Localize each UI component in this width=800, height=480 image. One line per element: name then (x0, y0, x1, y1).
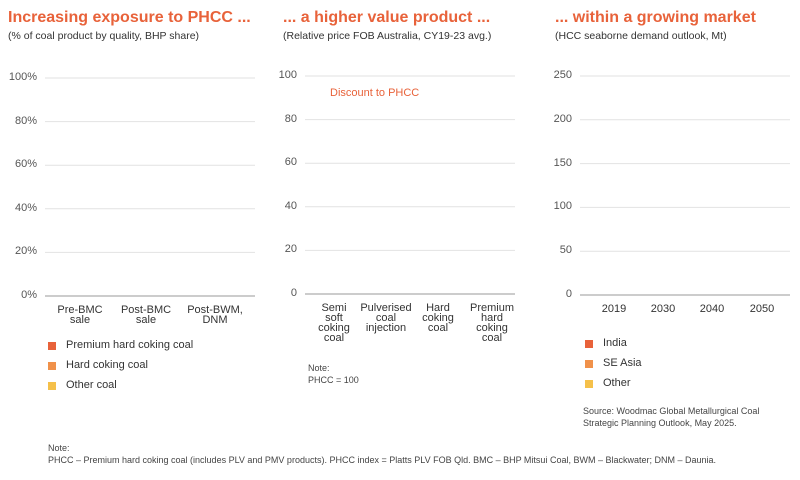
note: PHCC = 100 (308, 375, 359, 385)
chart-subtitle: (% of coal product by quality, BHP share… (8, 30, 200, 42)
y-tick-label: 100 (553, 200, 572, 213)
y-tick-label: 150 (553, 156, 572, 169)
chart-subtitle: (HCC seaborne demand outlook, Mt) (555, 30, 727, 42)
chart-title: ... a higher value product ... (283, 9, 491, 26)
x-tick-label: 2019 (601, 303, 627, 315)
legend-swatch (585, 360, 593, 368)
x-tick-label: Semi soft coking coal (318, 302, 350, 344)
x-tick-label: Post-BMC sale (120, 304, 172, 326)
y-tick-label: 200 (553, 112, 572, 125)
legend-label: Other (603, 377, 631, 389)
chart-title: Increasing exposure to PHCC ... (8, 9, 251, 26)
y-tick-label: 100% (8, 71, 37, 83)
note: Note: (308, 363, 330, 373)
legend-label: Hard coking coal (66, 359, 148, 371)
legend-swatch (585, 340, 593, 348)
chart-title: ... within a growing market (555, 9, 756, 26)
y-tick-label: 0% (21, 289, 37, 301)
x-tick-label: Pre-BMC sale (57, 304, 103, 326)
annotation: Discount to PHCC (330, 87, 420, 99)
source: Source: Woodmac Global Metallurgical Coa… (583, 406, 760, 428)
y-tick-label: 0 (565, 288, 572, 300)
y-tick-label: 250 (553, 69, 572, 81)
x-tick-label: 2030 (650, 303, 676, 315)
y-tick-label: 20 (284, 243, 297, 256)
y-tick-label: 60 (284, 156, 297, 169)
legend-swatch (48, 382, 56, 390)
chart-subtitle: (Relative price FOB Australia, CY19-23 a… (283, 30, 492, 42)
y-tick-label: 80% (14, 114, 37, 127)
x-tick-label: 2040 (699, 303, 725, 315)
x-tick-label: 2050 (749, 303, 775, 315)
y-tick-label: 40% (14, 201, 37, 214)
legend-swatch (585, 380, 593, 388)
x-tick-label: Post-BWM, DNM (187, 304, 243, 326)
legend-label: India (603, 337, 627, 349)
y-tick-label: 50 (559, 244, 572, 257)
footnote: PHCC – Premium hard coking coal (include… (48, 455, 716, 465)
x-tick-label: Hard coking coal (422, 302, 454, 334)
legend-label: Other coal (66, 379, 117, 391)
y-tick-label: 40 (284, 199, 297, 212)
y-tick-label: 20% (14, 245, 37, 258)
legend-label: SE Asia (603, 357, 642, 369)
legend-swatch (48, 362, 56, 370)
footnote: Note: (48, 443, 70, 453)
y-tick-label: 100 (278, 69, 297, 81)
legend-label: Premium hard coking coal (66, 339, 194, 351)
y-tick-label: 80 (284, 112, 297, 125)
x-tick-label: Pulverised coal injection (360, 302, 412, 334)
y-tick-label: 60% (14, 158, 37, 171)
legend-swatch (48, 342, 56, 350)
x-tick-label: Premium hard coking coal (469, 302, 514, 344)
y-tick-label: 0 (290, 287, 297, 299)
